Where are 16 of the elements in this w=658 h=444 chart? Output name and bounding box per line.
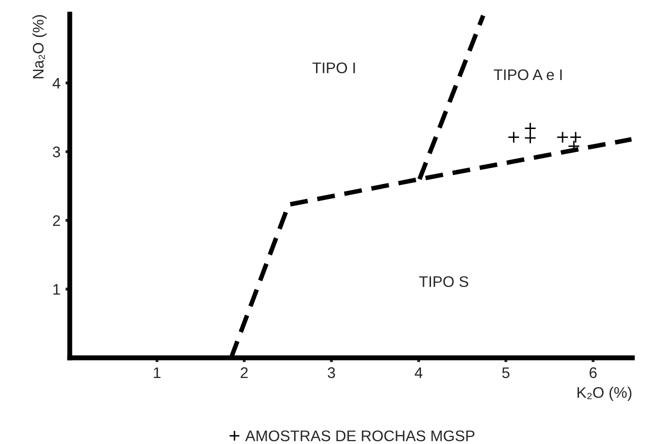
x-tick-label: 2	[240, 367, 248, 378]
y-axis-title: Na₂O (%)	[32, 15, 47, 78]
annotation: TIPO I	[312, 62, 355, 74]
y-tick-label: 1	[53, 284, 60, 295]
annotation: TIPO S	[419, 276, 468, 288]
x-tick-label: 6	[590, 367, 597, 378]
annotation: TIPO A e I	[494, 69, 562, 80]
x-tick-label: 4	[414, 367, 422, 378]
x-axis-title: K₂O (%)	[578, 386, 632, 401]
y-tick-label: 4	[52, 78, 60, 88]
y-tick-label: 2	[52, 215, 60, 226]
legend-label: AMOSTRAS DE ROCHAS MGSP	[245, 430, 474, 442]
x-tick-label: 1	[154, 367, 160, 378]
x-tick-label: 5	[502, 367, 510, 378]
y-tick-label: 3	[52, 146, 60, 158]
x-tick-label: 3	[328, 367, 335, 378]
